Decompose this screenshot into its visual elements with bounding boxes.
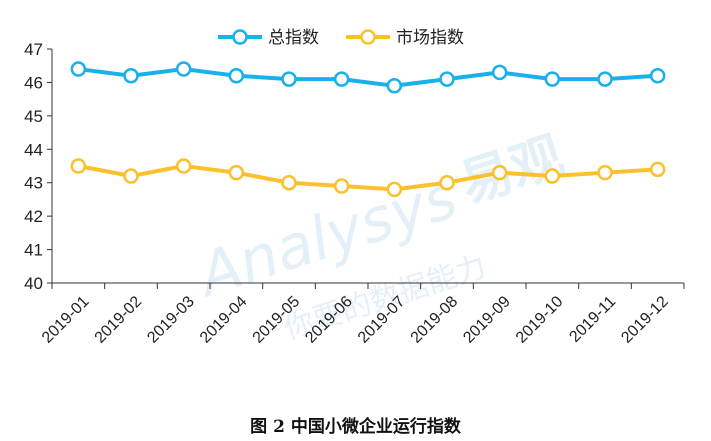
data-point [281, 71, 297, 87]
data-point [597, 164, 613, 181]
data-point [175, 61, 192, 77]
y-tick-label: 40 [24, 274, 43, 293]
data-point [228, 164, 245, 181]
x-tick-label: 2019-12 [618, 293, 672, 347]
data-point [386, 181, 403, 198]
x-tick-label: 2019-02 [92, 293, 146, 347]
data-point [175, 158, 192, 174]
data-point [386, 78, 403, 94]
series-2 [70, 158, 666, 198]
data-point [228, 67, 245, 84]
data-point [491, 164, 508, 181]
series-line [78, 67, 658, 88]
data-point [544, 71, 561, 87]
x-tick-label: 2019-01 [39, 293, 93, 347]
y-tick-label: 42 [24, 207, 43, 226]
y-tick-label: 44 [24, 140, 43, 159]
legend-marker [360, 29, 376, 45]
series-line [77, 164, 658, 192]
figure-caption: 图 2 中国小微企业运行指数 [250, 417, 461, 437]
y-tick-label: 41 [24, 241, 43, 260]
series-1 [70, 61, 666, 94]
y-tick-label: 45 [24, 107, 43, 126]
legend-item-2: 市场指数 [346, 28, 464, 48]
x-tick-label: 2019-09 [460, 293, 514, 347]
legend: 总指数 市场指数 [218, 28, 464, 48]
y-tick-label: 46 [24, 73, 43, 92]
data-point [281, 174, 297, 191]
data-point [649, 161, 666, 178]
data-point [439, 71, 455, 87]
data-point [70, 158, 87, 174]
data-point [649, 67, 666, 84]
data-point [333, 71, 350, 87]
legend-marker [232, 29, 248, 45]
legend-item-1: 总指数 [218, 28, 319, 48]
x-tick-label: 2019-03 [144, 293, 198, 347]
legend-label: 市场指数 [396, 28, 464, 48]
series-layer [70, 61, 666, 198]
data-point [123, 168, 139, 184]
data-point [70, 61, 87, 77]
data-point [333, 178, 350, 194]
y-tick-label: 47 [24, 40, 43, 59]
x-tick-label: 2019-11 [566, 293, 619, 346]
data-point [597, 71, 613, 87]
data-point [439, 174, 455, 191]
y-tick-label: 43 [24, 174, 43, 193]
x-tick-label: 2019-10 [513, 293, 567, 347]
legend-label: 总指数 [268, 28, 319, 48]
data-point [544, 168, 561, 184]
data-point [491, 64, 508, 81]
data-point [123, 67, 139, 84]
